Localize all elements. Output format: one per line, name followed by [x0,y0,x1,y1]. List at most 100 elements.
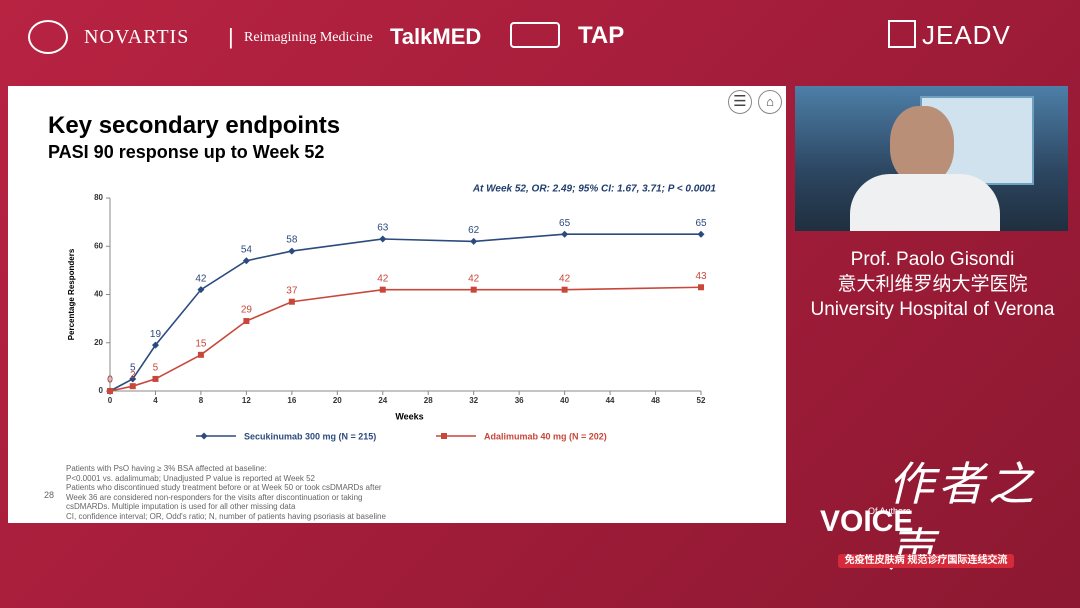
divider: | [228,24,234,49]
home-button[interactable]: ⌂ [758,90,782,114]
page-number: 28 [44,490,55,500]
x-tick-label: 4 [153,396,158,405]
x-tick-label: 0 [108,396,113,405]
footnote: Patients with PsO having ≥ 3% BSA affect… [66,464,267,473]
x-axis-label: Weeks [395,411,423,421]
data-label: 37 [286,285,298,296]
data-point [129,375,137,383]
data-point [470,237,478,245]
partner-logo: JEADV [922,20,1011,50]
logo-talkmed-select [510,22,560,48]
speaker-affiliation: University Hospital of Verona [810,299,1055,320]
data-label: 15 [195,338,207,349]
x-tick-label: 36 [515,396,524,405]
footnote: csDMARDs. Multiple imputation is used fo… [66,502,296,511]
data-label: 5 [153,363,159,374]
data-label: 63 [377,223,389,234]
data-label: 2 [130,370,136,381]
data-label: 65 [559,218,571,229]
data-label: 42 [195,273,207,284]
legend-marker [200,432,208,440]
footnotes: Patients with PsO having ≥ 3% BSA affect… [66,464,386,521]
y-tick-label: 40 [94,290,103,299]
data-point [288,298,295,305]
slide: ☰ ⌂ Key secondary endpoints PASI 90 resp… [8,86,786,523]
x-tick-label: 52 [697,396,706,405]
x-tick-label: 32 [469,396,478,405]
data-point [242,257,250,265]
y-tick-label: 80 [94,193,103,202]
data-label: 54 [241,244,253,255]
annotation: At Week 52, OR: 2.49; 95% CI: 1.67, 3.71… [472,184,717,195]
data-label: 42 [468,273,480,284]
data-point [197,351,204,358]
data-label: 42 [559,273,571,284]
logo-emblem [28,20,68,54]
data-point [152,375,159,382]
footnote: P<0.0001 vs. adalimumab; Unadjusted P va… [66,473,315,483]
branding-banner: 免疫性皮肤病 规范诊疗国际连线交流 [838,554,1014,568]
data-point [561,230,569,238]
data-point [470,286,477,293]
data-point [698,284,704,291]
x-tick-label: 24 [378,396,387,405]
data-label: 65 [695,218,707,229]
x-tick-label: 12 [242,396,251,405]
partner-logo: TalkMED [390,24,482,49]
series-line [109,286,702,392]
data-point [151,341,159,349]
legend-label: Secukinumab 300 mg (N = 215) [244,431,376,441]
footnote: Week 36 are considered non-responders fo… [66,492,363,502]
data-label: 58 [286,235,298,246]
data-label: 19 [150,329,162,340]
data-point [379,235,387,243]
legend-marker [441,433,447,439]
partner-logo: TAP [578,22,625,49]
speaker-name: Prof. Paolo Gisondi [850,249,1015,270]
x-tick-label: 44 [606,396,615,405]
speaker-head [890,106,954,184]
data-point [379,286,386,293]
menu-button[interactable]: ☰ [728,90,752,114]
x-tick-label: 28 [424,396,433,405]
brand: NOVARTIS [84,26,190,48]
x-tick-label: 20 [333,396,342,405]
y-tick-label: 20 [94,338,103,347]
data-point [197,286,205,294]
data-label: 43 [695,271,707,282]
data-point [288,247,296,255]
speaker-affiliation-cn: 意大利维罗纳大学医院 [837,274,1028,295]
data-point [129,383,136,390]
data-label: 29 [241,305,253,316]
slide-title: Key secondary endpoints [48,112,341,139]
y-axis-label: Percentage Responders [67,248,76,340]
data-point [697,230,705,238]
x-tick-label: 16 [287,396,296,405]
speaker-video [795,86,1068,231]
data-point [561,286,568,293]
branding-title: VOICE [820,505,914,538]
data-label: 5 [130,363,136,374]
data-label: 0 [107,375,113,386]
footnote: CI, confidence interval; OR, Odd's ratio… [66,511,386,521]
y-tick-label: 0 [99,386,104,395]
series-line [109,233,701,392]
data-label: 0 [107,375,113,386]
data-label: 62 [468,225,480,236]
tagline: Reimagining Medicine [244,30,373,45]
branding-subtitle: Of Authors [868,506,911,516]
legend-label: Adalimumab 40 mg (N = 202) [484,431,607,441]
y-tick-label: 60 [94,241,103,250]
data-point [243,318,250,325]
logo-eadv [888,20,916,48]
x-tick-label: 40 [560,396,569,405]
x-tick-label: 48 [651,396,660,405]
speaker-body [850,174,1000,231]
footnote: Patients who discontinued study treatmen… [66,483,382,492]
data-point [107,388,113,394]
x-tick-label: 8 [199,396,204,405]
data-label: 42 [377,273,389,284]
slide-subtitle: PASI 90 response up to Week 52 [48,142,325,162]
